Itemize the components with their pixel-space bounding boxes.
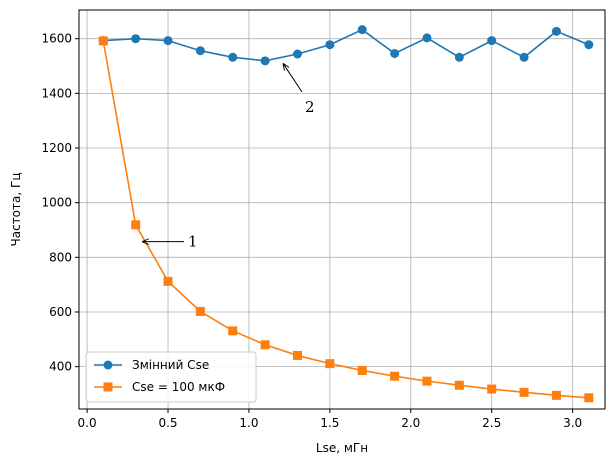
series-2 — [99, 36, 594, 402]
x-tick-label: 0.0 — [78, 416, 97, 430]
data-point — [228, 53, 237, 62]
data-point — [487, 36, 496, 45]
data-point — [196, 307, 205, 316]
legend-marker — [104, 361, 113, 370]
y-tick-label: 400 — [49, 360, 72, 374]
data-point — [293, 351, 302, 360]
data-point — [552, 391, 561, 400]
data-point — [422, 33, 431, 42]
data-point — [358, 25, 367, 34]
y-tick-label: 1000 — [41, 196, 72, 210]
x-tick-label: 2.5 — [482, 416, 501, 430]
data-point — [164, 277, 173, 286]
annotation-arrow-2 — [283, 64, 302, 92]
data-point — [164, 36, 173, 45]
data-point — [131, 34, 140, 43]
data-point — [584, 393, 593, 402]
series-layer — [99, 25, 594, 402]
data-point — [196, 46, 205, 55]
legend-label: Змінний Cse — [132, 358, 209, 372]
series-line — [103, 41, 589, 398]
legend-label: Cse = 100 мкФ — [132, 380, 225, 394]
data-point — [358, 366, 367, 375]
data-point — [325, 40, 334, 49]
data-point — [131, 220, 140, 229]
x-tick-label: 0.5 — [158, 416, 177, 430]
data-point — [552, 27, 561, 36]
y-tick-label: 1200 — [41, 141, 72, 155]
x-axis-label: Lse, мГн — [316, 441, 368, 455]
y-tick-label: 600 — [49, 305, 72, 319]
y-tick-label: 800 — [49, 250, 72, 264]
x-tick-label: 3.0 — [563, 416, 582, 430]
data-point — [325, 359, 334, 368]
data-point — [390, 49, 399, 58]
x-tick-label: 1.5 — [320, 416, 339, 430]
plot-frame — [79, 10, 605, 409]
annotation-label-1: 1 — [188, 233, 198, 251]
data-point — [261, 56, 270, 65]
data-point — [293, 49, 302, 58]
data-point — [455, 53, 464, 62]
legend-marker — [104, 383, 113, 392]
y-tick-label: 1400 — [41, 86, 72, 100]
data-point — [422, 377, 431, 386]
series-1 — [99, 25, 594, 65]
x-tick-label: 1.0 — [239, 416, 258, 430]
grid — [79, 10, 605, 409]
legend: Змінний Cse Cse = 100 мкФ — [86, 352, 256, 402]
data-point — [520, 53, 529, 62]
data-point — [520, 388, 529, 397]
data-point — [584, 40, 593, 49]
data-point — [455, 381, 464, 390]
series-line — [103, 30, 589, 61]
data-point — [487, 385, 496, 394]
data-point — [228, 326, 237, 335]
y-tick-label: 1600 — [41, 32, 72, 46]
data-point — [261, 340, 270, 349]
x-tick-label: 2.0 — [401, 416, 420, 430]
data-point — [390, 372, 399, 381]
y-axis-label: Частота, Гц — [9, 173, 23, 247]
annotation-label-2: 2 — [305, 98, 315, 116]
data-point — [99, 36, 108, 45]
